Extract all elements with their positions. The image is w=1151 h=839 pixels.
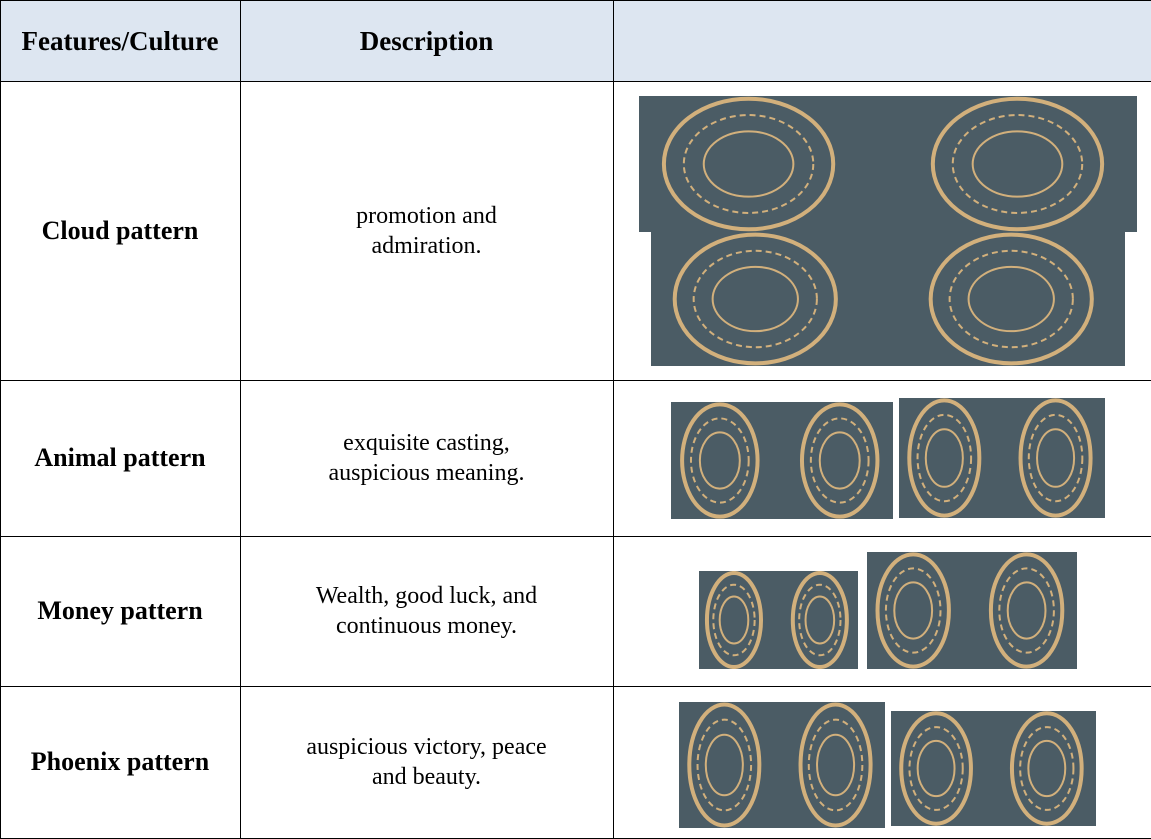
rule [0,0,1151,1]
feature-cell-text: Money pattern [37,596,203,625]
feature-cell-text: Animal pattern [34,443,206,472]
header-cell: Features/Culture [0,0,240,82]
description-cell-text: promotion and admiration. [356,203,497,259]
rule [0,380,1151,381]
description-cell: promotion and admiration. [240,82,613,380]
feature-cell-text: Cloud pattern [41,216,199,245]
pattern-image [679,702,885,828]
rule [0,81,1151,82]
description-cell-text: Wealth, good luck, and continuous money. [315,583,538,639]
feature-cell: Money pattern [0,536,240,686]
feature-cell: Cloud pattern [0,82,240,380]
header-cell-text: Description [359,25,494,56]
description-cell: exquisite casting, auspicious meaning. [240,380,613,536]
pattern-image [651,232,1125,366]
rule [0,0,1,839]
rule [240,0,241,839]
rule [0,686,1151,687]
pattern-image [699,571,858,669]
pattern-image [639,96,1137,232]
description-cell-text: auspicious victory, peace and beauty. [306,734,547,790]
rule [0,536,1151,537]
feature-cell: Animal pattern [0,380,240,536]
header-cell-text: Features/Culture [21,25,219,56]
header-cell: Description [240,0,613,82]
header-row [0,0,1151,82]
pattern-image [899,398,1105,518]
description-cell: auspicious victory, peace and beauty. [240,686,613,838]
feature-cell-text: Phoenix pattern [30,747,210,776]
rule [613,0,614,839]
pattern-image [671,402,893,519]
pattern-image [867,552,1077,669]
description-cell-text: exquisite casting, auspicious meaning. [328,430,525,486]
description-cell: Wealth, good luck, and continuous money. [240,536,613,686]
feature-cell: Phoenix pattern [0,686,240,838]
pattern-image [891,711,1096,826]
